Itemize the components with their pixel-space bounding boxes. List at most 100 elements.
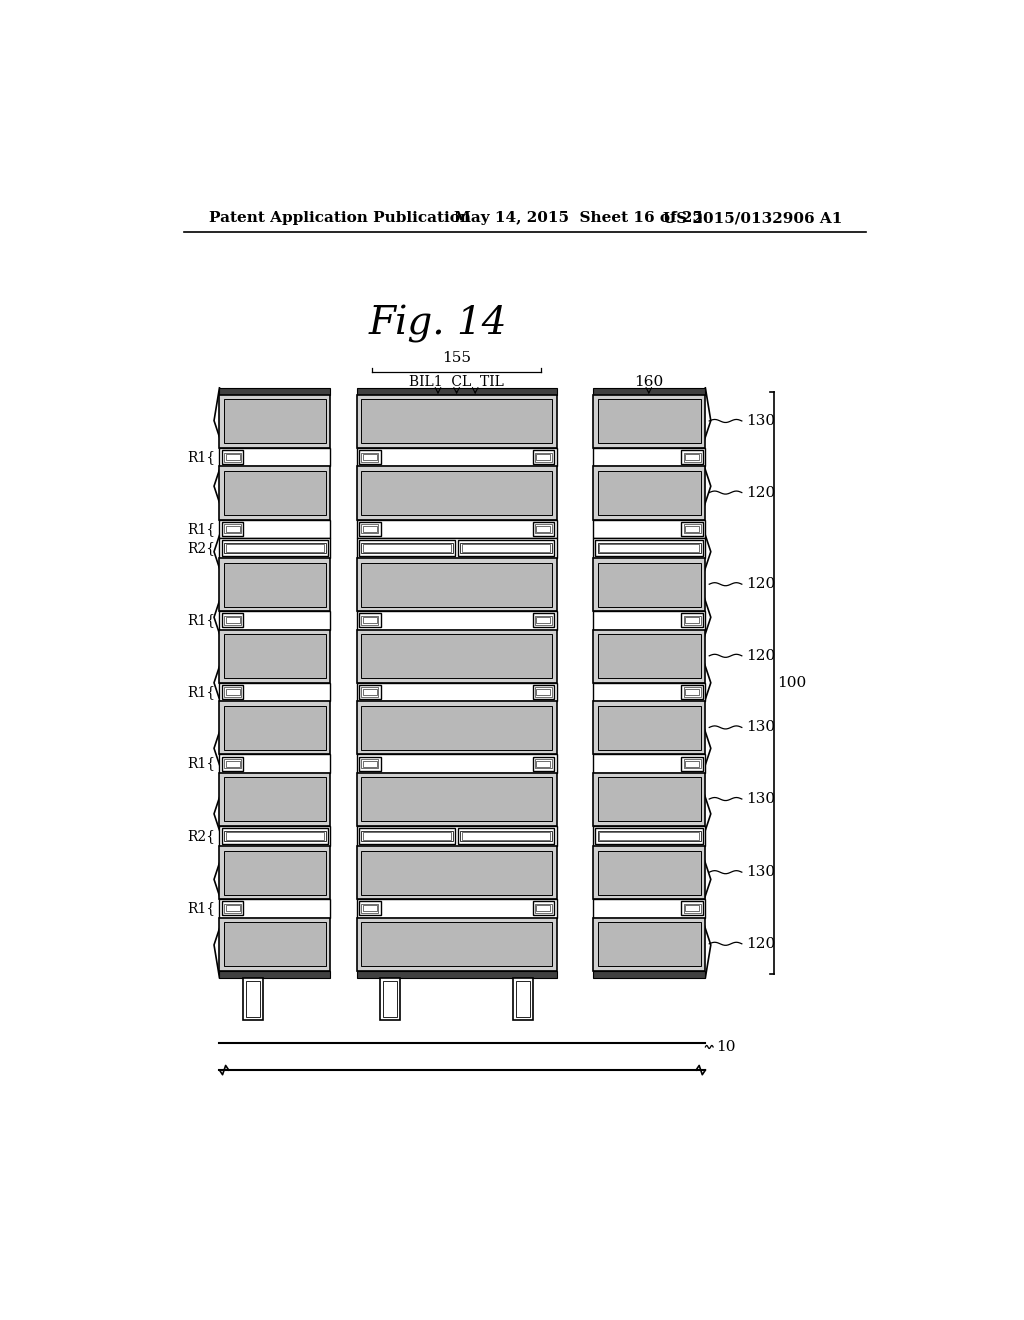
Bar	[681, 685, 703, 700]
Bar	[219, 611, 331, 630]
Bar	[383, 981, 397, 1016]
Bar	[219, 630, 331, 682]
Bar	[356, 682, 557, 701]
Bar	[361, 453, 378, 462]
Bar	[537, 760, 550, 767]
Text: 130: 130	[745, 792, 775, 807]
Bar	[224, 453, 241, 462]
Bar	[356, 917, 557, 970]
Bar	[593, 899, 706, 917]
Bar	[224, 777, 326, 821]
Bar	[356, 611, 557, 630]
Text: R1{: R1{	[187, 450, 216, 465]
Bar	[532, 450, 554, 465]
Bar	[362, 525, 377, 532]
Bar	[225, 760, 240, 767]
Bar	[593, 558, 706, 611]
Bar	[225, 454, 240, 461]
Bar	[593, 846, 706, 899]
Bar	[219, 520, 331, 539]
Text: R2{: R2{	[187, 541, 216, 554]
Bar	[224, 400, 326, 444]
Bar	[362, 760, 377, 767]
Bar	[593, 395, 706, 447]
Bar	[219, 388, 331, 395]
Bar	[361, 904, 378, 913]
Bar	[361, 830, 453, 841]
Bar	[224, 904, 241, 913]
Bar	[224, 850, 326, 895]
Bar	[222, 540, 328, 556]
Bar	[224, 923, 326, 966]
Text: 120: 120	[745, 937, 775, 950]
Bar	[362, 544, 452, 552]
Bar	[359, 902, 381, 915]
Bar	[356, 630, 557, 682]
Bar	[362, 454, 377, 461]
Bar	[224, 615, 241, 626]
Bar	[356, 826, 557, 846]
Bar	[224, 543, 326, 553]
Text: BIL1  CL  TIL: BIL1 CL TIL	[410, 375, 504, 389]
Text: R2{: R2{	[187, 829, 216, 843]
Bar	[219, 558, 331, 611]
Bar	[595, 829, 703, 843]
Bar	[219, 539, 331, 558]
Bar	[356, 970, 557, 978]
Bar	[593, 447, 706, 466]
Text: R1{: R1{	[187, 614, 216, 627]
Bar	[361, 850, 552, 895]
Bar	[224, 706, 326, 750]
Bar	[461, 830, 552, 841]
Bar	[593, 630, 706, 682]
Bar	[356, 466, 557, 520]
Bar	[593, 970, 706, 978]
Bar	[598, 400, 700, 444]
Bar	[380, 978, 400, 1020]
Bar	[598, 830, 700, 841]
Text: Fig. 14: Fig. 14	[369, 305, 507, 343]
Bar	[537, 906, 550, 911]
Text: US 2015/0132906 A1: US 2015/0132906 A1	[663, 211, 842, 226]
Bar	[224, 562, 326, 607]
Bar	[225, 689, 240, 696]
Bar	[684, 453, 700, 462]
Bar	[356, 899, 557, 917]
Bar	[356, 388, 557, 395]
Bar	[685, 906, 699, 911]
Bar	[361, 635, 552, 678]
Bar	[593, 826, 706, 846]
Bar	[684, 524, 700, 533]
Bar	[462, 832, 550, 840]
Bar	[361, 706, 552, 750]
Bar	[535, 615, 552, 626]
Bar	[537, 618, 550, 623]
Bar	[593, 917, 706, 970]
Bar	[681, 521, 703, 536]
Bar	[224, 830, 326, 841]
Bar	[598, 562, 700, 607]
Text: 10: 10	[716, 1040, 735, 1053]
Bar	[599, 832, 699, 840]
Bar	[593, 388, 706, 395]
Bar	[593, 539, 706, 558]
Bar	[356, 520, 557, 539]
Bar	[361, 923, 552, 966]
Bar	[685, 689, 699, 696]
Bar	[246, 981, 260, 1016]
Bar	[361, 524, 378, 533]
Bar	[219, 395, 331, 447]
Bar	[535, 904, 552, 913]
Bar	[595, 540, 703, 556]
Bar	[593, 682, 706, 701]
Text: 120: 120	[745, 486, 775, 499]
Bar	[361, 615, 378, 626]
Bar	[537, 454, 550, 461]
Bar	[219, 917, 331, 970]
Bar	[222, 614, 244, 627]
Bar	[222, 450, 244, 465]
Bar	[362, 906, 377, 911]
Bar	[243, 978, 263, 1020]
Bar	[222, 685, 244, 700]
Text: 100: 100	[777, 676, 807, 690]
